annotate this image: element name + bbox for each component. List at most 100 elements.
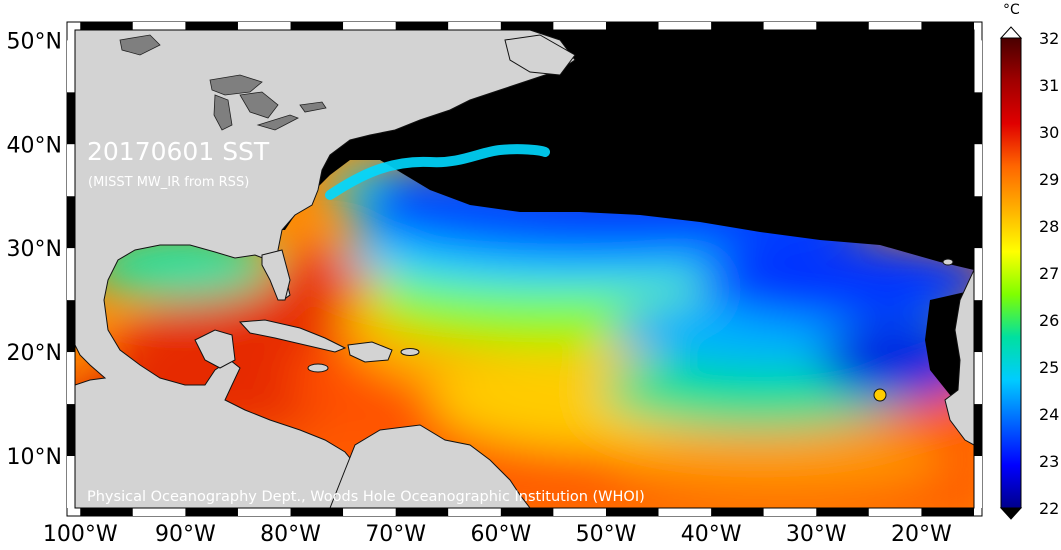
colorbar-tick-label: 22: [1039, 499, 1059, 518]
frame-segment-bottom: [185, 508, 238, 516]
frame-segment-right: [974, 92, 982, 145]
frame-segment-right: [974, 300, 982, 353]
lake-erie: [256, 114, 299, 131]
frame-segment-left: [67, 352, 75, 405]
lake-winnipeg: [119, 34, 161, 56]
frame-segment-top: [185, 22, 238, 30]
frame-segment-top: [868, 22, 922, 30]
frame-segment-top: [553, 22, 606, 30]
frame-segment-bottom: [343, 508, 396, 516]
africa-land: [944, 269, 974, 446]
frame-segment-bottom: [132, 508, 186, 516]
frame-segment-top: [921, 22, 974, 30]
colorbar-unit: °C: [1003, 2, 1020, 18]
frame-segment-right: [974, 456, 982, 508]
frame-segment-left: [67, 92, 75, 145]
colorbar-tick-label: 23: [1039, 452, 1059, 471]
cape-verde-islands: [873, 388, 887, 402]
frame-segment-bottom: [395, 508, 449, 516]
yucatan-land: [194, 329, 236, 369]
lake-michigan: [213, 94, 233, 131]
frame-segment-top: [395, 22, 449, 30]
map-credit: Physical Oceanography Dept., Woods Hole …: [87, 489, 645, 505]
colorbar-bottom-arrow: [999, 507, 1023, 520]
longitude-label: 70°W: [365, 522, 426, 546]
frame-segment-left: [67, 456, 75, 508]
frame-segment-right: [974, 352, 982, 405]
lake-huron: [239, 91, 279, 119]
frame-segment-left: [67, 248, 75, 301]
frame-segment-top: [816, 22, 869, 30]
newfoundland-land: [504, 34, 576, 76]
cuba-land: [238, 319, 347, 353]
frame-segment-bottom: [868, 508, 922, 516]
frame-segment-top: [237, 22, 291, 30]
frame-segment-top: [343, 22, 396, 30]
frame-segment-top: [290, 22, 344, 30]
map-border: [66, 21, 983, 517]
frame-segment-right: [974, 196, 982, 249]
frame-segment-left: [67, 300, 75, 353]
jamaica-land: [307, 363, 329, 373]
frame-segment-bottom: [80, 508, 133, 516]
frame-segment-left: [67, 40, 75, 93]
colorbar-tick-label: 29: [1039, 170, 1059, 189]
frame-segment-top: [763, 22, 817, 30]
frame-segment-bottom: [500, 508, 554, 516]
frame-segment-left: [67, 196, 75, 249]
frame-segment-top: [658, 22, 712, 30]
longitude-label: 90°W: [155, 522, 216, 546]
colorbar-gradient: [1000, 37, 1022, 509]
colorbar-tick-label: 27: [1039, 264, 1059, 283]
colorbar-tick-label: 32: [1039, 29, 1059, 48]
frame-segment-left: [67, 144, 75, 197]
longitude-label: 80°W: [260, 522, 321, 546]
colorbar-tick-label: 25: [1039, 358, 1059, 377]
frame-segment-bottom: [290, 508, 344, 516]
frame-segment-bottom: [658, 508, 712, 516]
puerto-rico-land: [400, 348, 420, 356]
frame-segment-right: [974, 248, 982, 301]
map-title: 20170601 SST: [87, 137, 270, 166]
latitude-label: 30°N: [7, 237, 62, 262]
lake-superior: [209, 74, 263, 96]
canary-islands: [942, 258, 954, 266]
south-america-land: [329, 424, 531, 508]
frame-segment-top: [448, 22, 501, 30]
longitude-label: 20°W: [891, 522, 952, 546]
colorbar-ticks: 32 31 30 29 28 27 26 25 24 23 22: [1039, 29, 1059, 518]
map-area: [75, 30, 974, 508]
colorbar: °C 32 31 30 29 28 27 26 25 24 23 22: [999, 2, 1059, 520]
latitude-label: 40°N: [7, 133, 62, 158]
frame-segment-top: [80, 22, 133, 30]
latitude-labels: 50°N 40°N 30°N 20°N 10°N: [7, 29, 62, 470]
latitude-label: 50°N: [7, 29, 62, 54]
colorbar-tick-label: 28: [1039, 217, 1059, 236]
frame-segment-right: [974, 144, 982, 197]
longitude-label: 50°W: [576, 522, 637, 546]
colorbar-tick-label: 26: [1039, 311, 1059, 330]
colorbar-tick-label: 31: [1039, 76, 1059, 95]
gulf-stream: [325, 144, 550, 200]
frame-segment-bottom: [605, 508, 659, 516]
map-subtitle: (MISST MW_IR from RSS): [88, 175, 249, 190]
frame-segment-right: [974, 40, 982, 93]
frame-segment-left: [67, 404, 75, 457]
hispaniola-land: [347, 341, 393, 363]
frame-segment-top: [711, 22, 764, 30]
colorbar-tick-label: 30: [1039, 123, 1059, 142]
frame-segment-top: [500, 22, 554, 30]
latitude-label: 10°N: [7, 445, 62, 470]
colorbar-top-arrow: [999, 26, 1023, 39]
longitude-labels: 100°W 90°W 80°W 70°W 60°W 50°W 40°W 30°W 20°W: [43, 522, 952, 547]
frame-segment-bottom: [448, 508, 501, 516]
frame-segment-bottom: [711, 508, 764, 516]
frame-segment-bottom: [816, 508, 869, 516]
lake-ontario: [299, 101, 327, 113]
frame-segment-bottom: [237, 508, 291, 516]
longitude-label: 40°W: [681, 522, 742, 546]
frame-segment-top: [132, 22, 186, 30]
frame-segment-bottom: [921, 508, 974, 516]
